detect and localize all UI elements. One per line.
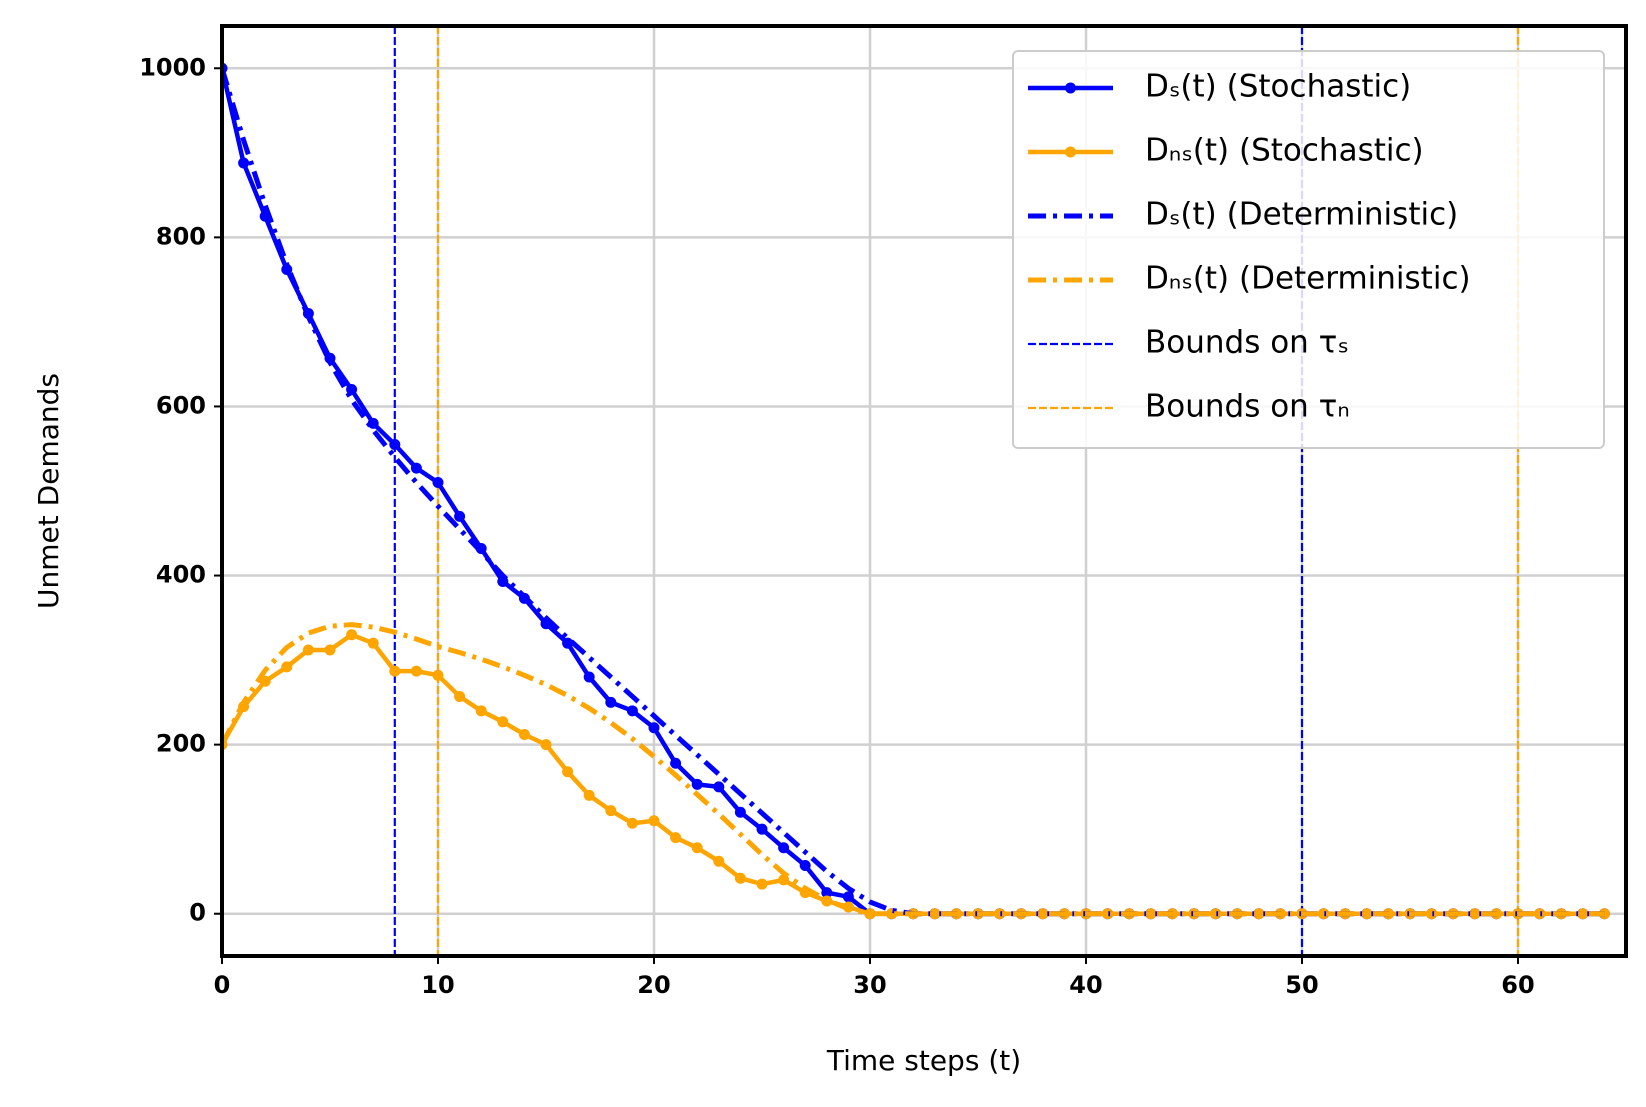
marker xyxy=(454,510,466,522)
marker xyxy=(670,832,682,844)
legend-label: Dₙₛ(t) (Stochastic) xyxy=(1145,133,1424,169)
legend-label: Dₛ(t) (Stochastic) xyxy=(1145,69,1411,105)
plot-area xyxy=(222,26,1610,956)
series-line xyxy=(222,632,1605,916)
marker xyxy=(691,842,703,854)
marker xyxy=(281,263,293,275)
marker xyxy=(1210,908,1222,920)
marker xyxy=(432,477,444,489)
marker xyxy=(410,665,422,677)
marker xyxy=(518,728,530,740)
y-tick-label: 600 xyxy=(156,391,206,419)
marker xyxy=(756,823,768,835)
marker xyxy=(691,778,703,790)
marker xyxy=(583,789,595,801)
marker xyxy=(734,872,746,884)
marker xyxy=(281,661,293,673)
marker xyxy=(1102,908,1114,920)
y-tick-label: 800 xyxy=(156,222,206,250)
marker xyxy=(799,860,811,872)
marker xyxy=(605,805,617,817)
legend-marker xyxy=(1065,82,1076,94)
y-tick-label: 400 xyxy=(156,561,206,589)
y-tick-label: 1000 xyxy=(139,53,206,81)
marker xyxy=(648,815,660,827)
x-tick-label: 60 xyxy=(1501,971,1534,999)
legend-label: Dₙₛ(t) (Deterministic) xyxy=(1145,261,1471,297)
legend-marker xyxy=(1065,146,1076,158)
x-tick-label: 0 xyxy=(214,971,231,999)
marker xyxy=(605,696,617,708)
marker xyxy=(842,891,854,903)
marker xyxy=(1426,908,1438,920)
marker xyxy=(367,637,379,649)
y-tick-label: 200 xyxy=(156,730,206,758)
marker xyxy=(410,462,422,474)
marker xyxy=(1534,908,1546,920)
marker xyxy=(1253,908,1265,920)
marker xyxy=(994,908,1006,920)
x-tick-label: 10 xyxy=(421,971,454,999)
marker xyxy=(1361,908,1373,920)
marker xyxy=(367,417,379,429)
legend-box xyxy=(1012,50,1605,449)
marker xyxy=(346,629,358,641)
marker xyxy=(475,705,487,717)
legend-label: Bounds on τₙ xyxy=(1145,389,1350,425)
legend-label: Dₛ(t) (Deterministic) xyxy=(1145,197,1458,233)
x-tick-label: 40 xyxy=(1069,971,1102,999)
marker xyxy=(1577,908,1589,920)
marker xyxy=(1037,908,1049,920)
marker xyxy=(648,722,660,734)
marker xyxy=(1318,908,1330,920)
y-tick-label: 0 xyxy=(189,899,206,927)
marker xyxy=(432,669,444,681)
marker xyxy=(1145,908,1157,920)
marker xyxy=(302,644,314,656)
marker xyxy=(626,705,638,717)
marker xyxy=(734,806,746,818)
marker xyxy=(389,665,401,677)
y-axis-label: Unmet Demands xyxy=(32,373,65,609)
marker xyxy=(929,908,941,920)
x-tick-label: 30 xyxy=(853,971,886,999)
marker xyxy=(497,716,509,728)
marker xyxy=(540,739,552,751)
axes-frame xyxy=(220,24,1628,958)
x-tick-label: 50 xyxy=(1285,971,1318,999)
legend-label: Bounds on τₛ xyxy=(1145,325,1349,361)
marker xyxy=(821,887,833,899)
marker xyxy=(756,878,768,890)
marker xyxy=(562,637,574,649)
marker xyxy=(670,757,682,769)
marker xyxy=(324,644,336,656)
marker xyxy=(626,817,638,829)
x-axis-label: Time steps (t) xyxy=(826,1044,1021,1077)
x-tick-label: 20 xyxy=(637,971,670,999)
marker xyxy=(778,842,790,854)
marker xyxy=(713,781,725,793)
marker xyxy=(562,766,574,778)
marker xyxy=(324,352,336,364)
marker xyxy=(713,855,725,867)
marker xyxy=(454,690,466,702)
marker xyxy=(583,671,595,683)
series-line xyxy=(222,622,1605,917)
marker xyxy=(389,439,401,450)
marker xyxy=(1469,908,1481,920)
marker xyxy=(238,157,250,169)
